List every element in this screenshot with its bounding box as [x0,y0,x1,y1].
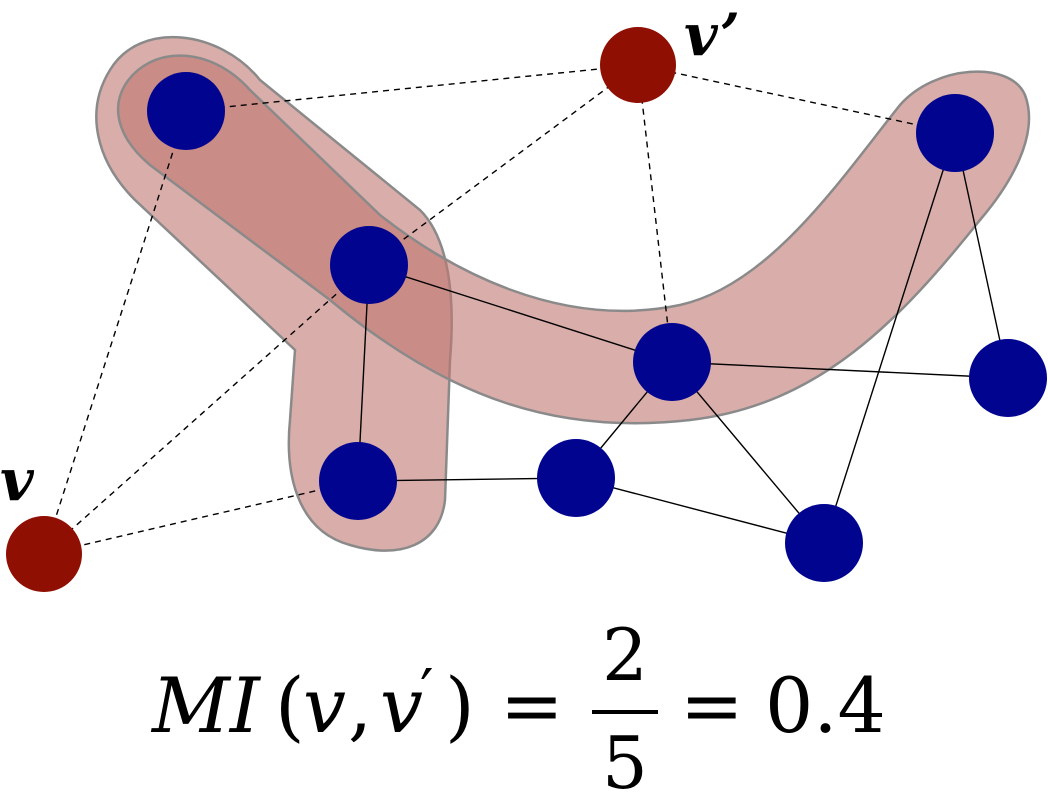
formula-arg-v2: v [380,661,423,750]
dashed-edge [185,64,639,112]
node-blue [969,339,1047,417]
dashed-edge [368,64,639,266]
label-v: v [0,446,35,514]
node-blue [916,94,994,172]
solid-edge [671,361,825,544]
formula-denominator: 5 [602,721,648,794]
red-nodes [6,27,676,592]
solid-edge [575,477,825,544]
node-blue [330,226,408,304]
solid-edge [671,361,1009,379]
formula-open-paren: ( [275,661,305,750]
node-v-prime [600,27,676,103]
dashed-edges [43,64,956,555]
community-hull-curve [116,54,1031,425]
node-blue [319,442,397,520]
mi-formula: MI ( v , v ′ ) = 2 5 = 0.4 [150,613,886,794]
solid-edges [357,132,1009,544]
blue-nodes [147,72,1047,582]
formula-comma: , [348,661,372,750]
solid-edge [368,264,673,363]
dashed-edge [637,64,673,363]
dashed-edge [43,110,187,555]
node-blue [537,439,615,517]
node-blue [147,72,225,150]
dashed-edge [43,480,359,555]
formula-result: 0.4 [765,661,886,750]
formula-prime: ′ [420,657,434,727]
solid-edge [954,132,1009,379]
node-v [6,516,82,592]
formula-close-paren: ) [445,661,475,750]
formula-equals-1: = [500,661,564,750]
formula-numerator: 2 [602,613,648,697]
label-v-prime: v’ [684,1,740,69]
node-blue [785,504,863,582]
solid-edge [823,132,956,544]
formula-arg-v: v [303,661,346,750]
formula-function: MI [150,661,262,750]
node-blue [633,323,711,401]
formula-equals-2: = [680,661,744,750]
community-hulls [95,35,1031,552]
